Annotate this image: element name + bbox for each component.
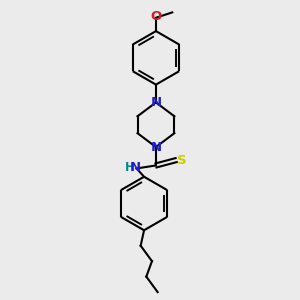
Text: N: N [130,161,141,174]
Text: H: H [125,161,135,174]
Text: O: O [150,10,162,23]
Text: S: S [177,154,186,166]
Text: N: N [150,140,161,154]
Text: N: N [150,96,161,109]
